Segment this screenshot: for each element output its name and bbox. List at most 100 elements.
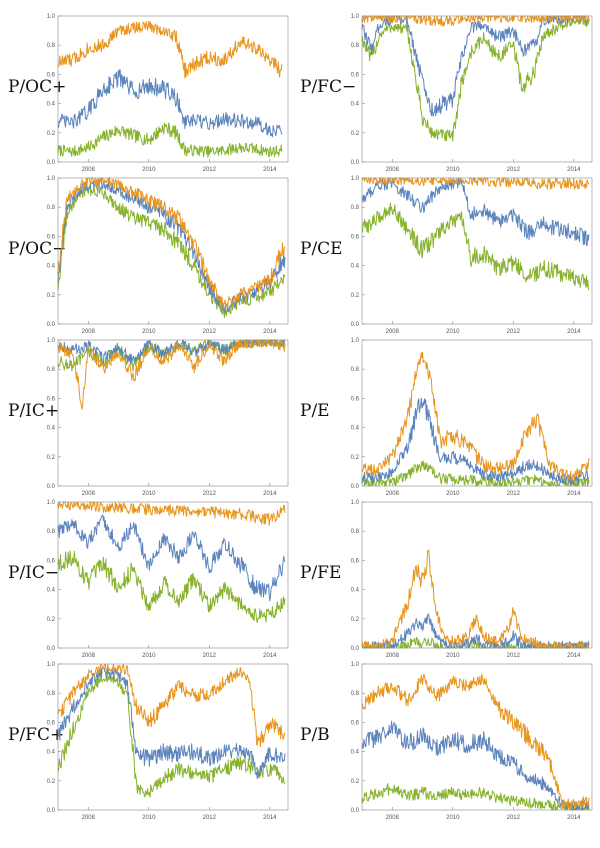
y-tick-label: 0.6	[47, 720, 56, 726]
x-tick-label: 2010	[446, 329, 460, 335]
series-line-orange	[57, 339, 286, 410]
line-chart: 0.0 0.2 0.4 0.6 0.8 1.0 2008 2010 2012 2014	[47, 500, 289, 659]
y-tick-label: 0.8	[351, 529, 360, 535]
y-tick-label: 1.0	[47, 176, 56, 182]
plot-frame	[57, 339, 289, 487]
x-tick-label: 2008	[82, 167, 96, 173]
y-tick-label: 0.4	[47, 264, 56, 270]
x-tick-label: 2010	[446, 815, 460, 821]
series-line-green	[57, 122, 283, 158]
x-tick-label: 2014	[567, 491, 581, 497]
x-tick-label: 2012	[507, 167, 521, 173]
plot-frame	[361, 177, 593, 325]
series-line-green	[57, 550, 286, 624]
panel-label: P/B	[300, 725, 330, 745]
y-tick-label: 0.8	[47, 205, 56, 211]
panel-label: P/E	[300, 401, 330, 421]
y-tick-label: 0.0	[351, 646, 360, 652]
series-line-orange	[57, 177, 286, 310]
y-tick-label: 0.0	[351, 808, 360, 814]
x-tick-label: 2008	[386, 329, 400, 335]
x-tick-label: 2012	[507, 329, 521, 335]
line-chart: 0.0 0.2 0.4 0.6 0.8 1.0 2008 2010 2012 2014	[47, 338, 289, 497]
y-tick-label: 0.0	[351, 322, 360, 328]
plot-frame	[361, 339, 593, 487]
x-tick-label: 2014	[567, 653, 581, 659]
y-tick-label: 0.0	[47, 646, 56, 652]
x-tick-label: 2012	[507, 491, 521, 497]
plot-frame	[361, 15, 593, 163]
line-chart: 0.0 0.2 0.4 0.6 0.8 1.0 2008 2010 2012 2014	[47, 176, 289, 335]
y-tick-label: 0.4	[351, 588, 360, 594]
y-tick-label: 0.6	[351, 396, 360, 402]
series-line-orange	[361, 177, 590, 190]
x-tick-label: 2012	[203, 815, 217, 821]
x-tick-label: 2012	[507, 653, 521, 659]
y-tick-label: 0.8	[351, 43, 360, 49]
y-tick-label: 0.4	[47, 588, 56, 594]
y-tick-label: 0.2	[47, 293, 56, 299]
x-tick-label: 2010	[446, 653, 460, 659]
line-chart: 0.0 0.2 0.4 0.6 0.8 1.0 2008 2010 2012 2014	[47, 662, 289, 821]
x-tick-label: 2010	[142, 491, 156, 497]
series-line-orange	[57, 663, 286, 747]
y-tick-label: 0.6	[351, 234, 360, 240]
series-line-green	[361, 202, 590, 291]
y-tick-label: 0.4	[351, 426, 360, 432]
x-tick-label: 2014	[263, 815, 277, 821]
series-line-orange	[57, 20, 283, 79]
plot-frame	[57, 663, 289, 811]
y-tick-label: 0.2	[47, 779, 56, 785]
x-tick-label: 2008	[386, 815, 400, 821]
series-line-blue	[57, 69, 283, 138]
panel-label: P/OC−	[8, 239, 67, 259]
y-tick-label: 0.4	[351, 264, 360, 270]
panel-label: P/FC−	[300, 77, 357, 97]
series-line-blue	[58, 666, 286, 779]
panel-label: P/IC−	[8, 563, 60, 583]
x-tick-label: 2012	[507, 815, 521, 821]
x-tick-label: 2014	[263, 329, 277, 335]
series-line-green	[361, 15, 590, 142]
line-chart: 0.0 0.2 0.4 0.6 0.8 1.0 2008 2010 2012 2014	[351, 338, 593, 497]
x-tick-label: 2010	[142, 167, 156, 173]
y-tick-label: 1.0	[351, 176, 360, 182]
x-tick-label: 2012	[203, 491, 217, 497]
x-tick-label: 2008	[386, 653, 400, 659]
y-tick-label: 0.8	[351, 367, 360, 373]
y-tick-label: 0.2	[351, 779, 360, 785]
panel-label: P/IC+	[8, 401, 60, 421]
y-tick-label: 1.0	[47, 500, 56, 506]
panel-label: P/FE	[300, 563, 342, 583]
y-tick-label: 1.0	[351, 500, 360, 506]
y-tick-label: 0.6	[351, 720, 360, 726]
y-tick-label: 1.0	[47, 14, 56, 20]
y-tick-label: 0.6	[47, 72, 56, 78]
series-line-green	[361, 783, 590, 811]
series-line-orange	[57, 501, 286, 526]
series-line-orange	[361, 673, 590, 810]
y-tick-label: 0.0	[47, 808, 56, 814]
y-tick-label: 0.8	[47, 529, 56, 535]
x-tick-label: 2014	[263, 167, 277, 173]
x-tick-label: 2010	[446, 491, 460, 497]
y-tick-label: 0.6	[47, 396, 56, 402]
y-tick-label: 0.2	[351, 293, 360, 299]
plot-frame	[57, 177, 289, 325]
plot-frame	[361, 501, 593, 649]
y-tick-label: 1.0	[351, 662, 360, 668]
x-tick-label: 2008	[82, 815, 96, 821]
y-tick-label: 1.0	[351, 338, 360, 344]
x-tick-label: 2008	[386, 491, 400, 497]
y-tick-label: 0.8	[47, 43, 56, 49]
x-tick-label: 2014	[263, 491, 277, 497]
x-tick-label: 2008	[82, 491, 96, 497]
series-line-orange	[361, 549, 590, 649]
x-tick-label: 2008	[82, 329, 96, 335]
y-tick-label: 0.2	[47, 131, 56, 137]
y-tick-label: 0.0	[47, 160, 56, 166]
line-chart: 0.0 0.2 0.4 0.6 0.8 1.0 2008 2010 2012 2014	[351, 500, 593, 659]
x-tick-label: 2014	[567, 815, 581, 821]
y-tick-label: 0.0	[47, 322, 56, 328]
y-tick-label: 0.8	[47, 691, 56, 697]
